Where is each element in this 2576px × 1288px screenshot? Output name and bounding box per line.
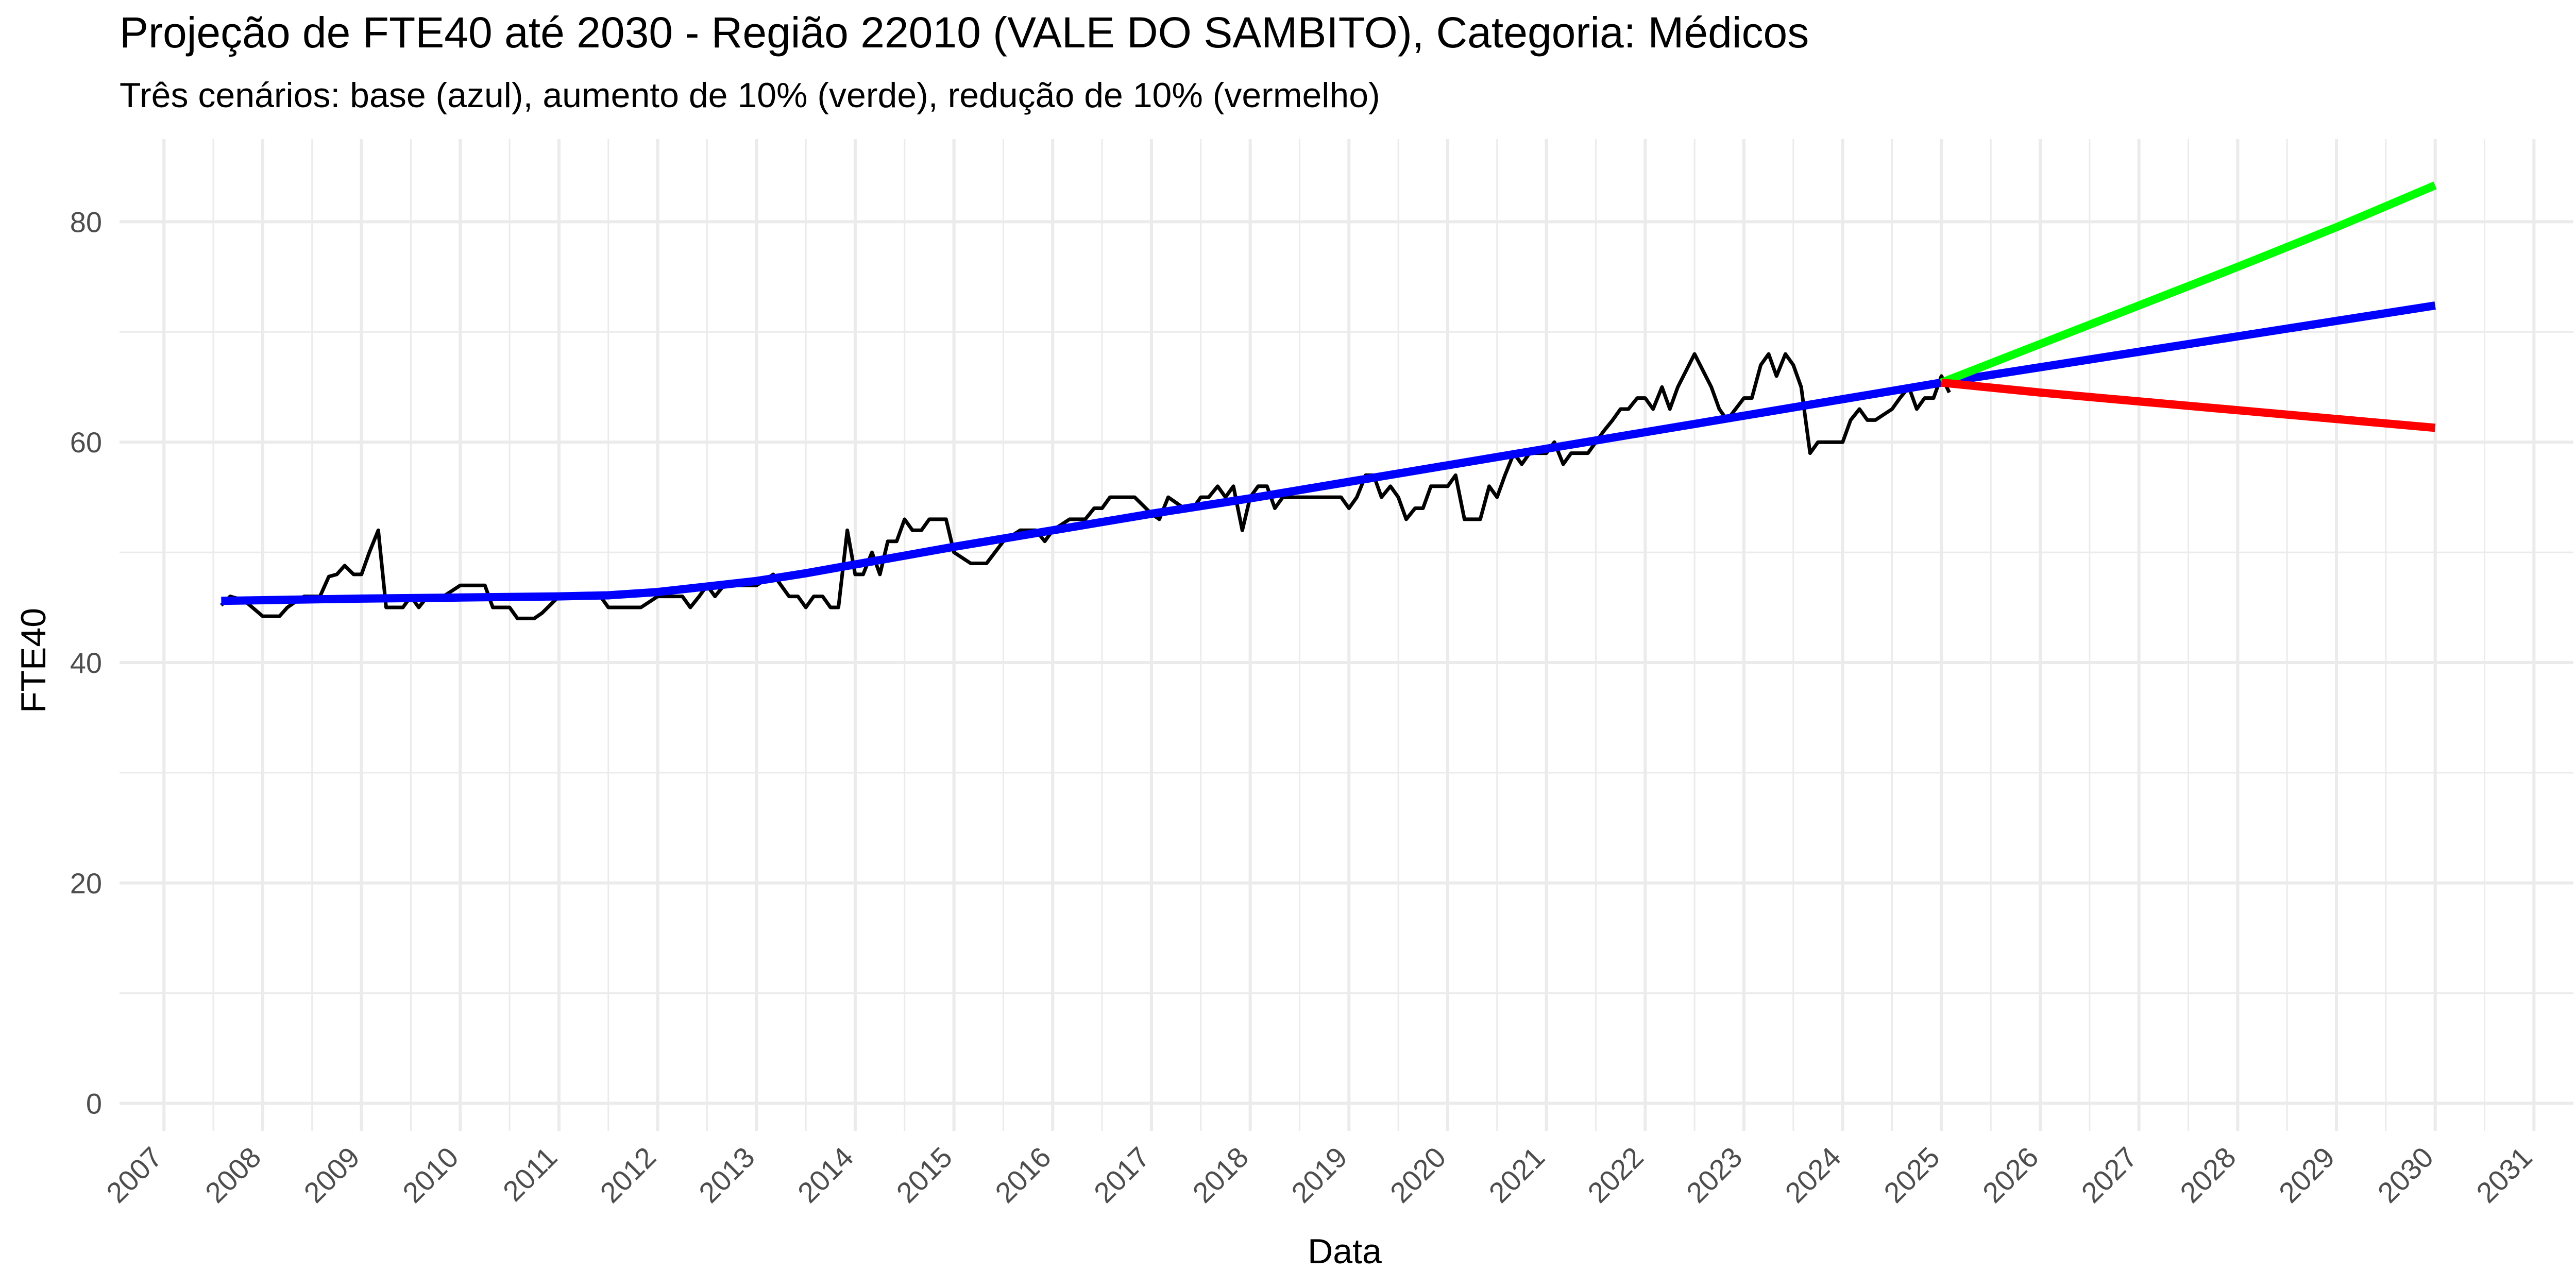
y-tick-labels: 0 20 40 60 80 — [70, 206, 102, 1120]
x-tick-label: 2021 — [1482, 1141, 1551, 1209]
x-tick-label: 2009 — [297, 1141, 366, 1209]
x-tick-label: 2029 — [2273, 1141, 2341, 1209]
y-tick-label: 80 — [70, 206, 102, 238]
series-layer — [219, 181, 2437, 620]
x-tick-label: 2018 — [1186, 1141, 1255, 1209]
x-tick-label: 2027 — [2075, 1141, 2143, 1209]
x-tick-label: 2026 — [1976, 1141, 2045, 1209]
x-tick-label: 2019 — [1285, 1141, 1353, 1209]
x-tick-label: 2016 — [989, 1141, 1057, 1209]
y-tick-label: 40 — [70, 647, 102, 679]
y-tick-label: 60 — [70, 426, 102, 459]
x-tick-label: 2024 — [1778, 1141, 1847, 1209]
x-tick-label: 2008 — [199, 1141, 267, 1209]
x-tick-label: 2017 — [1088, 1141, 1156, 1209]
grid-major — [120, 139, 2573, 1131]
x-tick-label: 2022 — [1581, 1141, 1650, 1209]
chart-subtitle: Três cenários: base (azul), aumento de 1… — [120, 76, 1380, 115]
increase-scenario-line — [1940, 181, 2437, 387]
x-tick-label: 2013 — [692, 1141, 761, 1209]
x-tick-label: 2023 — [1680, 1141, 1749, 1209]
base-scenario-line — [221, 301, 2436, 605]
x-tick-label: 2020 — [1384, 1141, 1452, 1209]
x-tick-label: 2007 — [100, 1141, 168, 1209]
x-tick-label: 2031 — [2470, 1141, 2538, 1209]
y-tick-label: 0 — [86, 1088, 102, 1120]
chart-title: Projeção de FTE40 até 2030 - Região 2201… — [120, 8, 1809, 57]
x-tick-label: 2012 — [594, 1141, 662, 1209]
observed-series-line — [219, 352, 1951, 620]
x-tick-label: 2030 — [2371, 1141, 2440, 1209]
x-tick-label: 2015 — [890, 1141, 958, 1209]
grid-minor — [120, 139, 2573, 1131]
decrease-scenario-line — [1941, 378, 2436, 432]
x-axis-title: Data — [1308, 1232, 1382, 1271]
x-tick-label: 2011 — [497, 1141, 564, 1208]
x-tick-label: 2010 — [396, 1141, 465, 1209]
x-tick-label: 2028 — [2174, 1141, 2242, 1209]
x-tick-label: 2025 — [1877, 1141, 1946, 1209]
x-tick-labels: 2007 2008 2009 2010 2011 2012 2013 2014 2015 2016… — [100, 1141, 2538, 1209]
y-tick-label: 20 — [70, 867, 102, 900]
x-tick-label: 2014 — [791, 1141, 860, 1209]
y-axis-title: FTE40 — [14, 608, 53, 713]
